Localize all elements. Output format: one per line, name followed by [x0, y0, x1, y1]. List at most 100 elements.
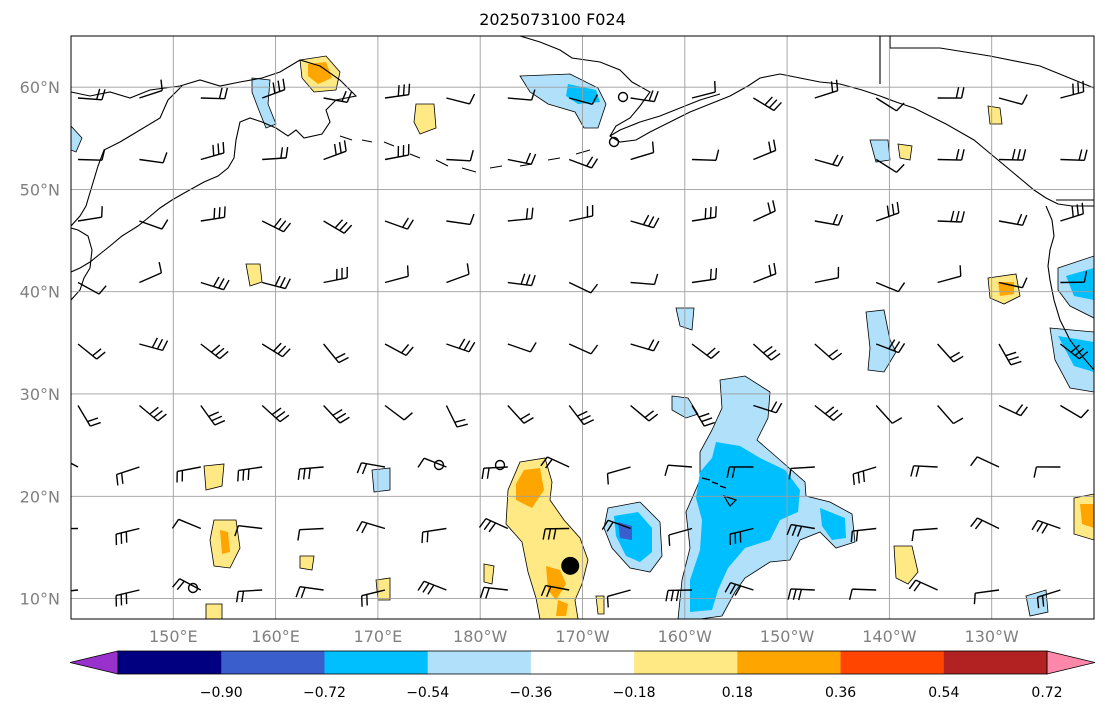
wind-barb: [384, 265, 409, 284]
lon-tick-label: 170°W: [555, 627, 610, 646]
negative-anomaly-core: [690, 442, 800, 612]
canada-border: [879, 36, 1094, 201]
wind-barb: [77, 88, 106, 101]
wind-barb: [937, 87, 965, 99]
wind-barb: [606, 466, 631, 485]
positive-anomaly-area: [203, 463, 225, 491]
wind-barb: [356, 520, 386, 534]
border-line: [889, 36, 1094, 89]
wind-barb: [446, 213, 475, 226]
wind-barb: [261, 78, 286, 99]
colorbar-extend-high: [1046, 650, 1096, 675]
lon-tick-label: 160°E: [251, 627, 300, 646]
wind-barb: [937, 210, 965, 223]
wind-barb: [726, 466, 754, 478]
lon-tick-label: 150°E: [149, 627, 198, 646]
negative-anomaly-core: [820, 508, 846, 540]
colorbar-bin: [324, 651, 429, 674]
wind-barb: [630, 273, 659, 286]
wind-barb: [542, 527, 570, 540]
wind-barb: [176, 466, 201, 483]
wind-barb: [139, 337, 169, 352]
wind-barb: [77, 281, 107, 295]
wind-barb: [937, 265, 962, 284]
wind-barb: [1060, 80, 1085, 99]
wind-barb: [356, 462, 386, 475]
colorbar-tick-label: −0.54: [406, 685, 449, 701]
lat-tick-label: 10°N: [20, 590, 60, 609]
wind-barb: [77, 149, 106, 161]
wind-barb: [630, 90, 659, 103]
wind-barb: [540, 584, 570, 598]
wind-barb: [323, 266, 348, 284]
lon-tick-label: 180°W: [453, 627, 508, 646]
wind-barb: [875, 339, 906, 354]
wind-barb: [234, 524, 263, 537]
positive-anomaly-core: [516, 468, 544, 508]
wind-barb: [668, 527, 693, 547]
wind-barb: [908, 579, 938, 592]
wind-barb: [875, 405, 903, 424]
wind-barb: [1031, 519, 1061, 534]
calm-marker: [608, 136, 620, 148]
colorbar-bin: [427, 651, 532, 674]
positive-anomaly-area: [987, 105, 1003, 125]
wind-barb: [568, 343, 599, 355]
wind-barb: [1060, 271, 1088, 284]
wind-barb: [507, 273, 536, 287]
wind-barb: [752, 343, 781, 361]
wind-barb: [446, 263, 470, 284]
negative-anomaly-area: [865, 309, 897, 373]
lat-tick-label: 40°N: [20, 283, 60, 302]
wind-barb: [665, 589, 693, 602]
wind-barb: [77, 405, 101, 427]
wind-barb: [568, 405, 595, 426]
wind-barb: [998, 148, 1027, 161]
wind-barb: [323, 343, 349, 364]
lon-tick-label: 150°W: [760, 627, 815, 646]
wind-barb: [446, 338, 476, 353]
wind-barb: [479, 586, 508, 599]
wind-barb: [417, 580, 447, 595]
wind-barb: [724, 582, 754, 596]
wind-barb: [998, 94, 1028, 106]
wind-barb: [115, 527, 140, 546]
wind-barb: [261, 342, 291, 358]
wind-barb: [569, 204, 594, 222]
north-america-west-coast: [1045, 205, 1094, 371]
wind-barb: [848, 588, 877, 600]
lat-tick-label: 50°N: [20, 180, 60, 199]
colorbar-bin: [530, 651, 635, 674]
wind-barb: [323, 219, 353, 234]
hawaiian-islands: [701, 477, 738, 507]
wind-barb: [606, 589, 631, 608]
wind-barb: [507, 89, 536, 101]
wind-barb: [875, 97, 905, 112]
wind-barb: [787, 588, 815, 601]
negative-anomaly-core: [618, 522, 632, 540]
lon-tick-label: 140°W: [862, 627, 917, 646]
map-frame: [70, 35, 1095, 620]
wind-barb: [691, 206, 717, 222]
wind-barb: [323, 405, 350, 424]
wind-barb: [875, 201, 900, 222]
wind-barb: [262, 146, 289, 161]
wind-barb: [753, 96, 782, 112]
colorbar-bin: [634, 651, 738, 674]
wind-barb: [998, 277, 1028, 289]
wind-barb: [261, 217, 292, 233]
wind-barb: [171, 518, 202, 530]
wind-barb: [384, 83, 411, 99]
lon-tick-label: 130°W: [965, 627, 1020, 646]
wind-barb: [139, 219, 169, 230]
wind-barb: [421, 527, 447, 544]
calm-marker: [187, 582, 199, 594]
colorbar-bin: [737, 651, 842, 674]
wind-barb: [786, 523, 815, 537]
wind-barb: [753, 401, 783, 414]
wind-barb: [814, 404, 843, 421]
wind-barb: [568, 156, 599, 169]
wind-barb: [507, 342, 537, 353]
colorbar-extend-low: [69, 650, 119, 675]
wind-barb: [937, 149, 965, 161]
